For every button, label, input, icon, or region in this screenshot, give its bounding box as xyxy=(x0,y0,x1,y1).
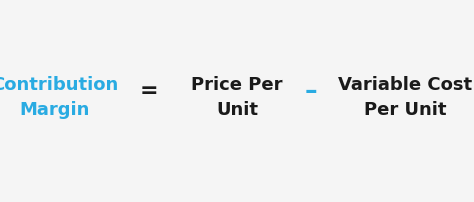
Text: –: – xyxy=(304,79,317,103)
Text: =: = xyxy=(140,81,159,101)
Text: Price Per
Unit: Price Per Unit xyxy=(191,76,283,118)
Text: Variable Cost
Per Unit: Variable Cost Per Unit xyxy=(338,76,472,118)
Text: Contribution
Margin: Contribution Margin xyxy=(0,76,118,118)
